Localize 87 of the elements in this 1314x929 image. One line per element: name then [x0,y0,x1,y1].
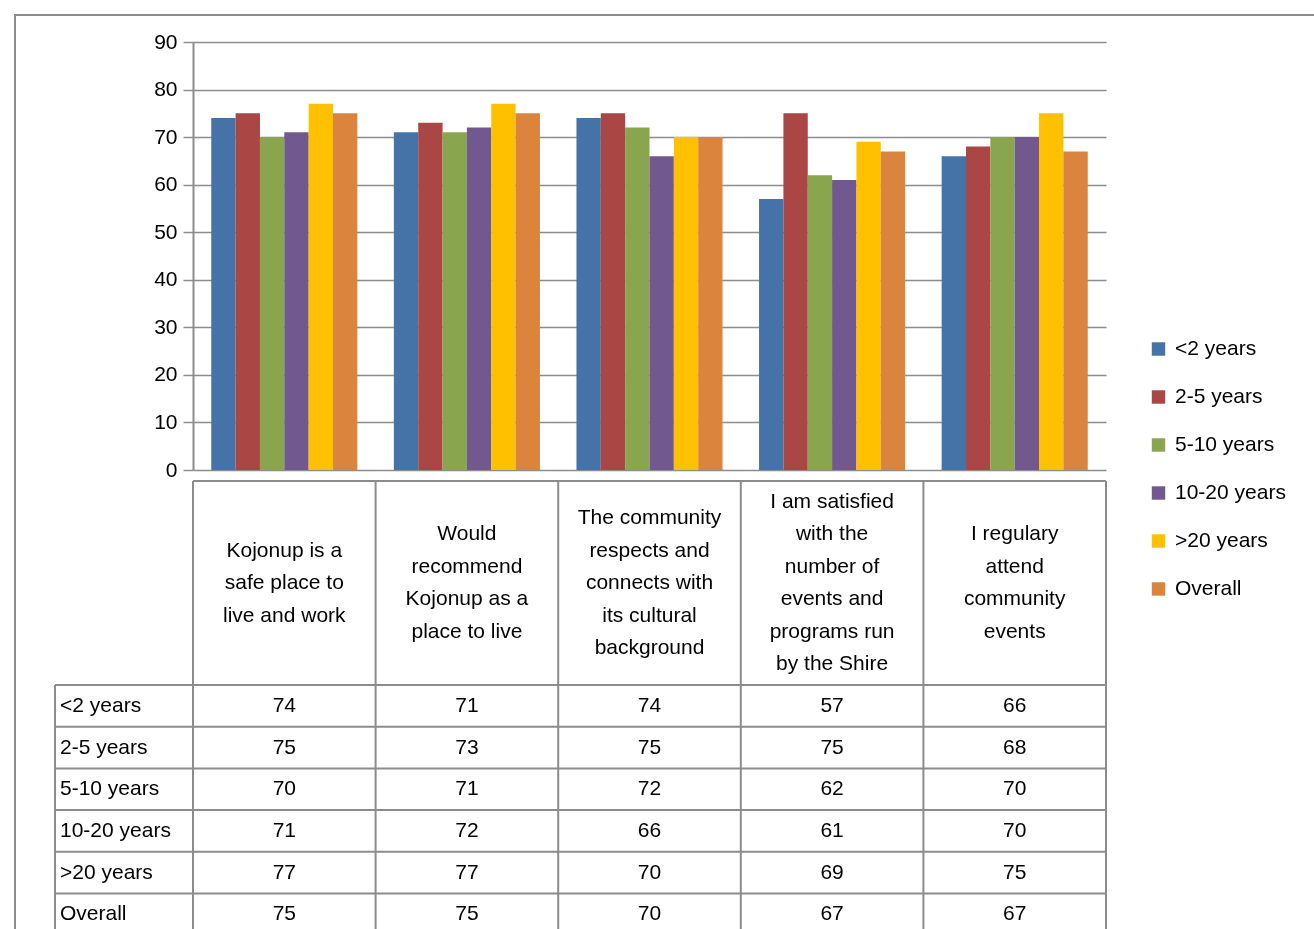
data-label: 77 [455,859,479,883]
bar [1039,113,1064,470]
data-label: 69 [820,859,844,883]
text: >20 years [60,859,153,883]
bar [649,156,674,470]
x-tick-label: Kojonup is a safe place to live and work [223,537,347,626]
x-tick-label: The community respects and connects with its cultural background [577,505,722,658]
legend-label: >20 years [1175,528,1268,551]
data-label: 70 [1003,776,1027,800]
y-tick-label: 80 [154,77,178,101]
y-tick-label: 60 [154,172,178,196]
legend-label: 5-10 years [1175,432,1275,455]
bar [832,179,857,470]
data-label: 57 [820,692,844,716]
bar [880,151,906,470]
y-tick-label: 30 [154,314,178,338]
x-tick-label: I regulary attend community events [963,521,1066,642]
data-label: 75 [455,901,479,925]
bar [393,132,419,470]
text: <2 years [60,692,142,716]
bar [466,127,492,470]
bar [332,113,358,470]
data-label: 74 [637,692,662,716]
bar [259,137,285,470]
bar [941,156,967,470]
data-label: 75 [637,734,662,758]
bar [990,137,1015,470]
bar [515,113,540,470]
data-label: 73 [455,734,479,758]
data-label: 68 [1003,734,1027,758]
bar [1063,151,1088,470]
y-tick-label: 10 [154,409,178,433]
text: Overall [60,901,127,925]
data-label: 71 [455,692,479,716]
bar [966,146,991,470]
data-label: 75 [820,734,844,758]
data-label: 70 [272,776,296,800]
bar [418,122,443,470]
bar [576,118,601,470]
legend-label: <2 years [1175,336,1257,359]
bar [442,132,467,470]
data-label: 61 [820,817,844,841]
data-label: 67 [1003,901,1027,925]
data-label: 66 [1003,692,1027,716]
bar [600,113,626,470]
bar [211,118,236,470]
bar [284,132,309,470]
legend-label: Overall [1175,576,1242,599]
x-tick-label: I am satisfied with the number of events and programs run by the Shire [769,488,895,675]
data-label: 75 [272,734,296,758]
data-label: 66 [637,817,662,841]
y-tick-label: 70 [154,124,178,148]
data-label: 75 [272,901,296,925]
bar [1014,137,1040,470]
data-label: 70 [637,859,662,883]
text: 10-20 years [60,817,171,841]
data-label: 71 [455,776,479,800]
data-label: 72 [455,817,479,841]
data-label: 62 [820,776,844,800]
y-tick-label: 40 [154,267,178,291]
bar [807,175,833,470]
bar [625,127,650,470]
bar [698,137,723,470]
bar [308,103,333,470]
text: 5-10 years [60,776,160,800]
data-label: 77 [272,859,296,883]
y-tick-label: 20 [154,362,178,386]
data-label: 67 [820,901,844,925]
data-label: 72 [637,776,662,800]
data-label: 71 [272,817,296,841]
text: 2-5 years [60,734,148,758]
bar [759,198,784,470]
bar [783,113,808,470]
bar [491,103,516,470]
bar [235,113,260,470]
y-tick-label: 0 [165,457,178,481]
legend-label: 2-5 years [1175,384,1263,407]
data-label: 74 [272,692,297,716]
data-label: 75 [1003,859,1027,883]
bar [673,137,699,470]
data-label: 70 [637,901,662,925]
x-tick-label: Would recommend Kojonup as a place to live [405,521,529,642]
data-label: 70 [1003,817,1027,841]
legend-label: 10-20 years [1175,480,1286,503]
y-tick-label: 50 [154,219,178,243]
bar [856,141,881,470]
y-tick-label: 90 [154,29,178,53]
